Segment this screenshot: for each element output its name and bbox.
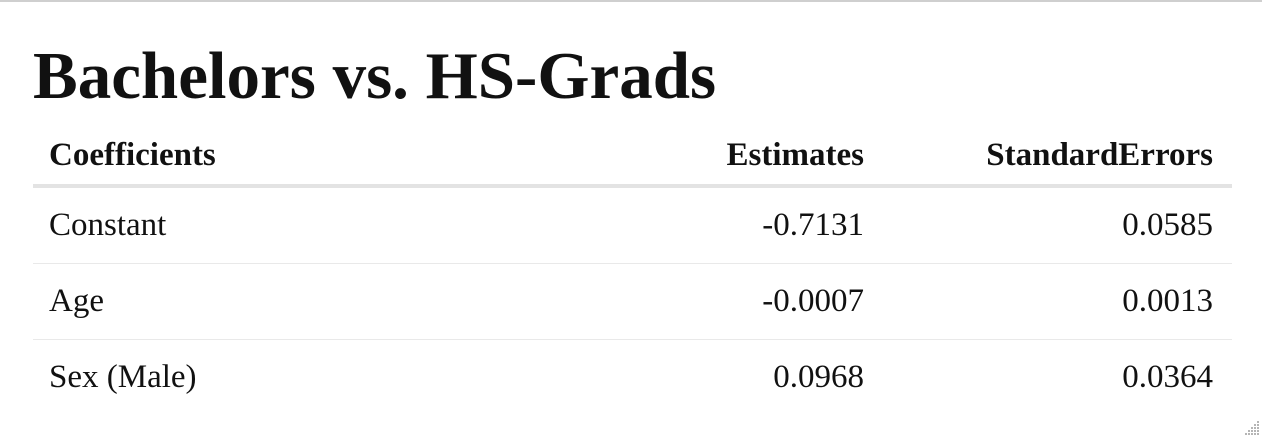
- top-divider: [0, 0, 1262, 2]
- column-header-coefficients: Coefficients: [33, 126, 503, 188]
- coefficient-name-cell: Age: [33, 263, 503, 340]
- estimate-cell: -0.7131: [503, 186, 883, 264]
- table-row: Sex (Male) 0.0968 0.0364: [33, 340, 1232, 416]
- coefficient-name-cell: Constant: [33, 186, 503, 264]
- coefficient-name-cell: Sex (Male): [49, 359, 197, 395]
- table-row: Age -0.0007 0.0013: [33, 263, 1232, 340]
- table-row: Constant -0.7131 0.0585: [33, 186, 1232, 264]
- table-header-row: Coefficients Estimates StandardErrors: [33, 126, 1232, 188]
- standard-error-cell: 0.0013: [883, 263, 1232, 340]
- column-header-estimates: Estimates: [503, 126, 883, 188]
- coefficients-table: Coefficients Estimates StandardErrors Co…: [33, 126, 1232, 415]
- resize-grip-icon[interactable]: [1242, 418, 1260, 436]
- standard-error-cell: 0.0585: [883, 186, 1232, 264]
- standard-error-cell: 0.0364: [1122, 359, 1213, 395]
- page-title: Bachelors vs. HS-Grads: [33, 39, 717, 113]
- estimate-cell: 0.0968: [773, 359, 864, 395]
- estimate-cell: -0.0007: [503, 263, 883, 340]
- column-header-standard-errors: StandardErrors: [883, 126, 1232, 188]
